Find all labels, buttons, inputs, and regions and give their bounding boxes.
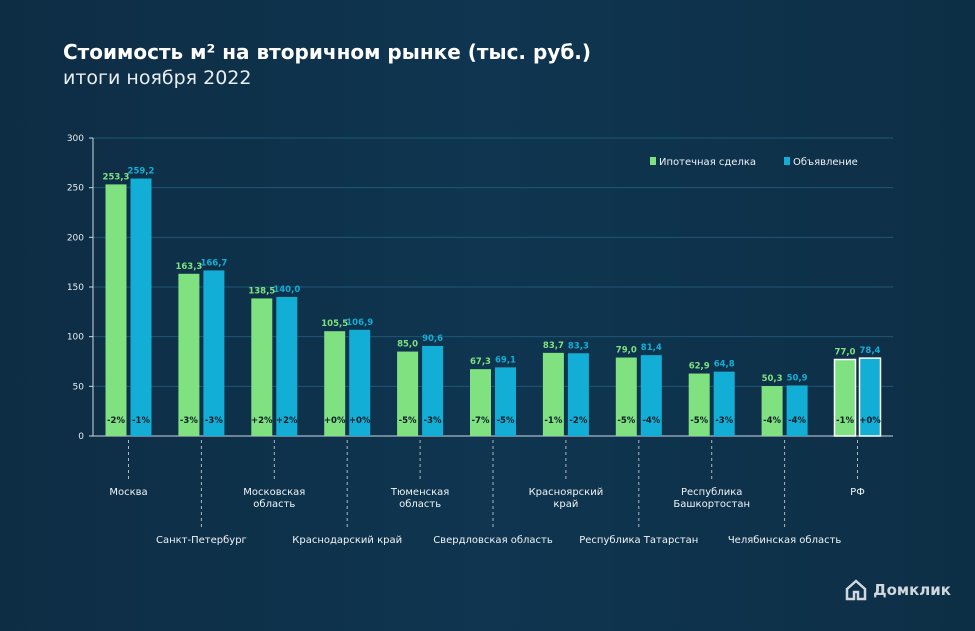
- change-label: -4%: [763, 416, 781, 426]
- brand-name: Домклик: [873, 581, 951, 599]
- category-label: Республика Татарстан: [579, 535, 698, 546]
- data-label: 140,0: [273, 285, 300, 295]
- category-label: край: [553, 499, 578, 510]
- data-label: 85,0: [397, 340, 418, 350]
- data-label: 50,9: [787, 373, 808, 383]
- y-tick-label: 50: [73, 382, 85, 392]
- change-label: +0%: [324, 416, 346, 426]
- data-label: 83,3: [568, 341, 589, 351]
- bar-listing: [495, 367, 516, 436]
- data-label: 64,8: [714, 360, 735, 370]
- legend-label: Ипотечная сделка: [659, 157, 756, 168]
- data-label: 69,1: [495, 355, 516, 365]
- data-label: 259,2: [128, 167, 155, 177]
- bar-mortgage: [397, 351, 419, 436]
- data-label: 79,0: [616, 346, 637, 356]
- bar-mortgage: [105, 184, 127, 436]
- bar-mortgage: [470, 369, 491, 436]
- bar-mortgage: [833, 358, 857, 437]
- bar-listing: [276, 296, 298, 436]
- change-label: -4%: [788, 416, 806, 426]
- category-label: область: [399, 499, 441, 510]
- category-label: РФ: [850, 487, 865, 498]
- change-label: -5%: [399, 416, 417, 426]
- bar-mortgage: [615, 357, 637, 436]
- data-label: 50,3: [762, 374, 783, 384]
- data-label: 67,3: [470, 357, 491, 367]
- category-label: Тюменская: [390, 487, 449, 498]
- change-label: +2%: [251, 416, 273, 426]
- change-label: +0%: [349, 416, 371, 426]
- bar-listing: [786, 385, 808, 436]
- bar-mortgage: [178, 273, 200, 436]
- bar-listing: [349, 329, 371, 436]
- bar-mortgage: [761, 386, 783, 436]
- data-label: 90,6: [422, 334, 443, 344]
- data-label: 62,9: [689, 362, 710, 372]
- change-label: -2%: [569, 416, 587, 426]
- bar-mortgage: [688, 373, 710, 436]
- category-label: Башкортостан: [673, 499, 750, 510]
- change-label: -7%: [472, 416, 490, 426]
- chart-title: Стоимость м² на вторичном рынке (тыс. ру…: [63, 40, 592, 64]
- bar-listing: [567, 353, 589, 436]
- data-label: 106,9: [346, 318, 373, 328]
- bar-mortgage: [542, 352, 564, 436]
- change-label: -1%: [836, 416, 854, 426]
- change-label: -1%: [544, 416, 562, 426]
- category-label: Челябинская область: [728, 535, 842, 546]
- y-tick-label: 150: [67, 283, 84, 293]
- category-label: Москва: [109, 487, 147, 498]
- data-label: 138,5: [248, 286, 275, 296]
- bar-listing: [713, 371, 735, 436]
- y-tick-label: 0: [78, 432, 84, 442]
- data-label: 78,4: [860, 346, 881, 356]
- category-label: Красноярский: [529, 487, 604, 498]
- category-label: Краснодарский край: [292, 535, 402, 546]
- change-label: -4%: [642, 416, 660, 426]
- bar-listing: [858, 357, 882, 437]
- change-label: -5%: [617, 416, 635, 426]
- category-label: Республика: [681, 487, 742, 498]
- y-tick-label: 100: [67, 333, 84, 343]
- change-label: -1%: [132, 416, 150, 426]
- data-label: 253,3: [103, 172, 130, 182]
- category-label: Санкт-Петербург: [156, 535, 247, 546]
- change-label: +0%: [859, 416, 881, 426]
- bar-listing: [130, 178, 152, 436]
- bar-listing: [203, 270, 225, 436]
- bar-mortgage: [251, 298, 273, 436]
- change-label: -3%: [715, 416, 733, 426]
- y-tick-label: 200: [67, 233, 84, 243]
- change-label: -5%: [497, 416, 515, 426]
- data-label: 77,0: [835, 348, 856, 358]
- data-label: 105,5: [321, 319, 348, 329]
- brand-logo: Домклик: [845, 579, 951, 601]
- y-tick-label: 250: [67, 184, 84, 194]
- category-label: область: [253, 499, 295, 510]
- bar-mortgage: [324, 331, 346, 436]
- legend-swatch: [650, 157, 656, 165]
- chart-subtitle: итоги ноября 2022: [63, 67, 252, 89]
- change-label: -2%: [107, 416, 125, 426]
- bar-listing: [640, 355, 662, 436]
- category-label: Свердловская область: [433, 535, 553, 546]
- category-label: Московская: [243, 487, 305, 498]
- legend-label: Объявление: [793, 157, 858, 168]
- data-label: 166,7: [200, 258, 227, 268]
- data-label: 83,7: [543, 341, 564, 351]
- change-label: -3%: [424, 416, 442, 426]
- legend-swatch: [784, 157, 790, 165]
- change-label: +2%: [276, 416, 298, 426]
- y-tick-label: 300: [67, 134, 84, 144]
- house-icon: [845, 579, 867, 601]
- change-label: -3%: [205, 416, 223, 426]
- change-label: -3%: [180, 416, 198, 426]
- bar-listing: [422, 346, 444, 436]
- data-label: 163,3: [175, 262, 202, 272]
- change-label: -5%: [690, 416, 708, 426]
- data-label: 81,4: [641, 343, 662, 353]
